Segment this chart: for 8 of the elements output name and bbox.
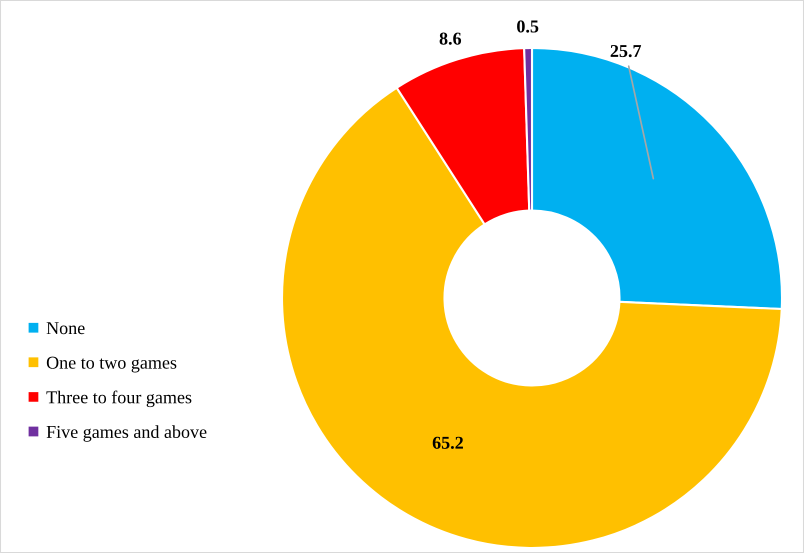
data-label: 25.7 (610, 44, 642, 58)
legend-label: Three to four games (46, 390, 192, 408)
data-label: 0.5 (517, 20, 538, 33)
legend-label: None (46, 322, 85, 334)
legend-label: One to two games (46, 356, 176, 372)
data-label: 8.6 (440, 32, 462, 45)
legend-label: Five games and above (46, 425, 206, 442)
data-label: 65.2 (432, 436, 463, 449)
